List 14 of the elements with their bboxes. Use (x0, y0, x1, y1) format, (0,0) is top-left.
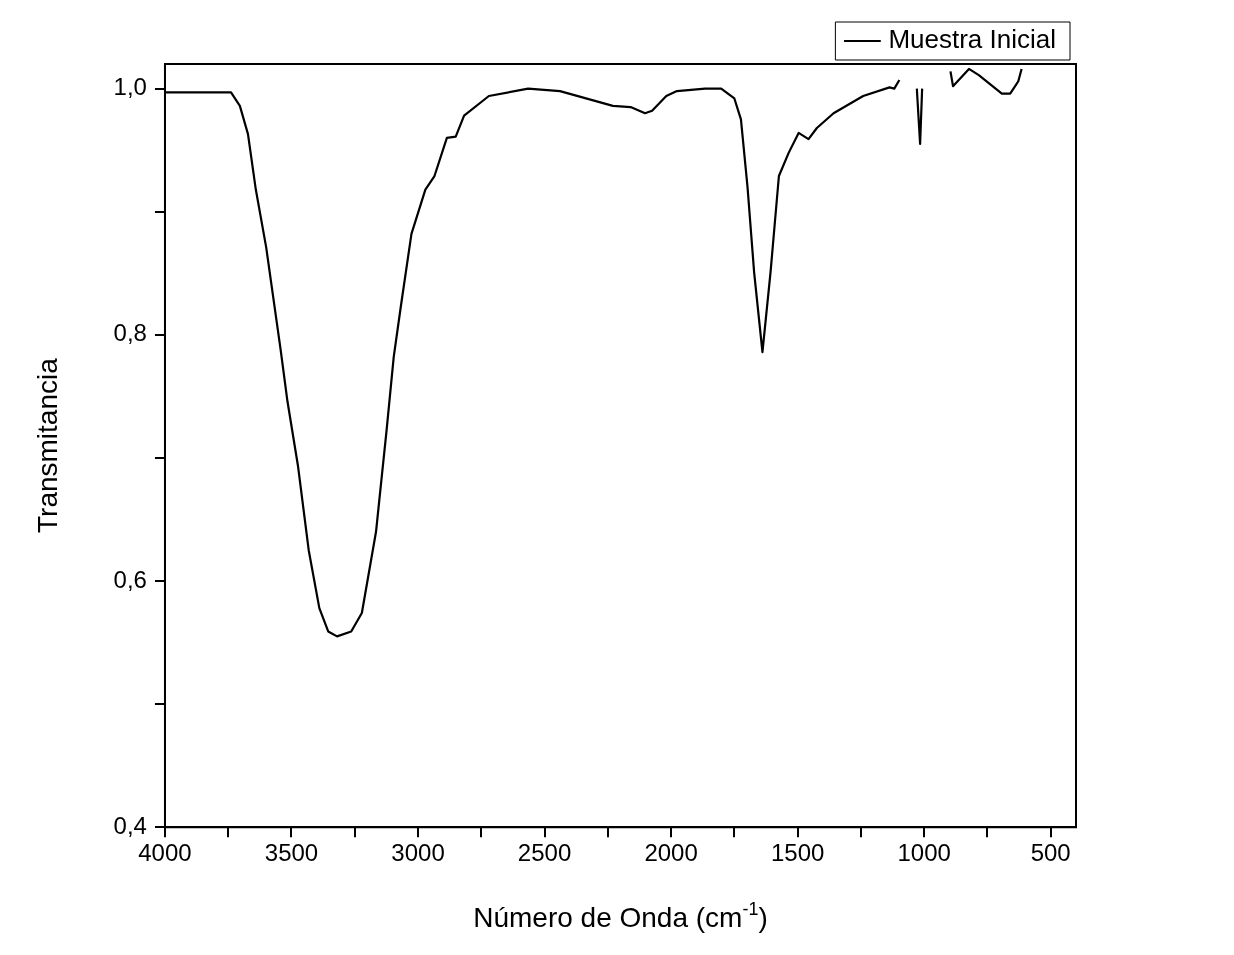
x-tick-label: 3000 (391, 839, 445, 867)
y-tick-label: 0,6 (113, 565, 147, 593)
y-axis-title: Transmitancia (31, 357, 63, 533)
x-tick-label: 1500 (770, 839, 825, 867)
y-tick-label: 0,8 (113, 319, 147, 347)
x-tick-label: 2000 (644, 839, 698, 867)
legend-label: Muestra Inicial (888, 24, 1057, 55)
x-tick-label: 1000 (897, 839, 951, 867)
y-tick-label: 0,4 (113, 811, 147, 839)
x-tick-label: 3500 (264, 839, 319, 867)
x-tick-label: 4000 (138, 839, 192, 867)
y-tick-label: 1,0 (113, 73, 147, 101)
x-tick-label: 2500 (517, 839, 572, 867)
x-tick-label: 500 (1030, 839, 1071, 867)
